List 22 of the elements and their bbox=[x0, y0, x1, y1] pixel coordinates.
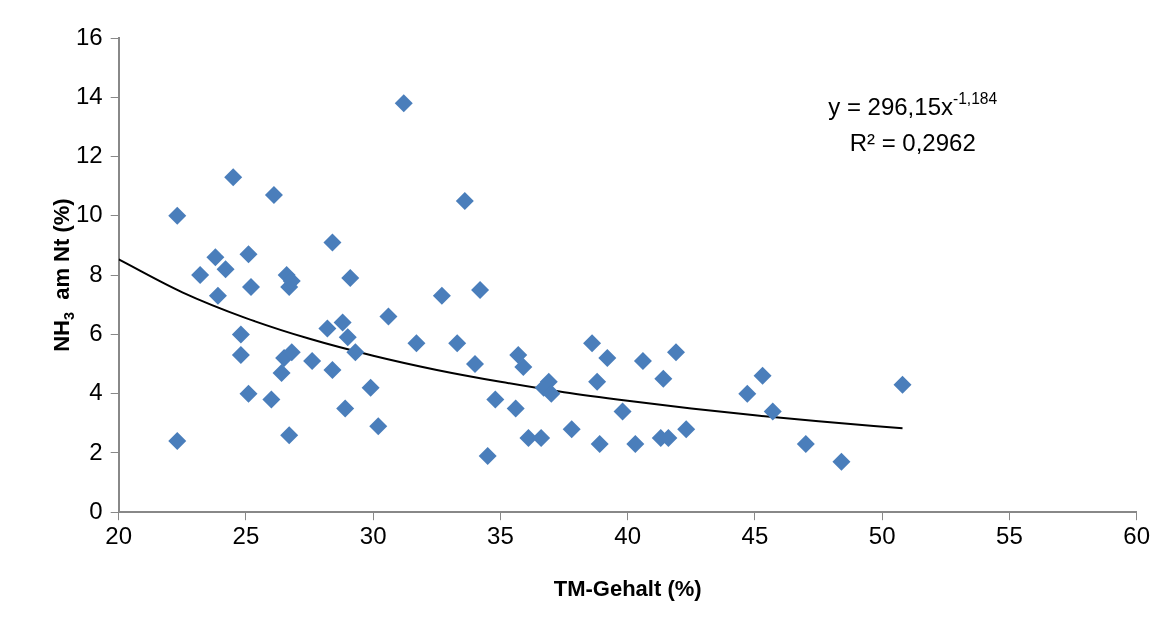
y-tick-label: 14 bbox=[75, 81, 103, 109]
x-tick-label: 50 bbox=[868, 522, 896, 550]
y-tick-label: 6 bbox=[89, 319, 103, 346]
y-axis-title: NH3 am Nt (%) bbox=[49, 198, 77, 352]
y-tick-label: 0 bbox=[89, 496, 103, 524]
y-tick-label: 4 bbox=[89, 378, 103, 406]
x-tick-label: 30 bbox=[359, 522, 387, 550]
x-tick-label: 60 bbox=[1123, 522, 1150, 550]
y-tick-label: 16 bbox=[75, 22, 103, 50]
annotation: R² = 0,2962 bbox=[849, 128, 976, 156]
y-tick-label: 10 bbox=[75, 200, 103, 228]
x-tick-label: 55 bbox=[996, 522, 1023, 550]
line-series bbox=[118, 258, 904, 430]
y-tick-label: 2 bbox=[89, 437, 103, 465]
x-axis-title: TM-Gehalt (%) bbox=[553, 576, 702, 602]
x-tick-label: 45 bbox=[741, 522, 769, 550]
x-tick-label: 25 bbox=[232, 522, 260, 550]
x-tick-label: 20 bbox=[105, 522, 133, 550]
x-tick-label: 35 bbox=[487, 522, 514, 550]
y-tick-label: 12 bbox=[75, 141, 103, 169]
x-tick-label: 40 bbox=[614, 522, 642, 550]
y-tick-label: 8 bbox=[89, 259, 103, 287]
